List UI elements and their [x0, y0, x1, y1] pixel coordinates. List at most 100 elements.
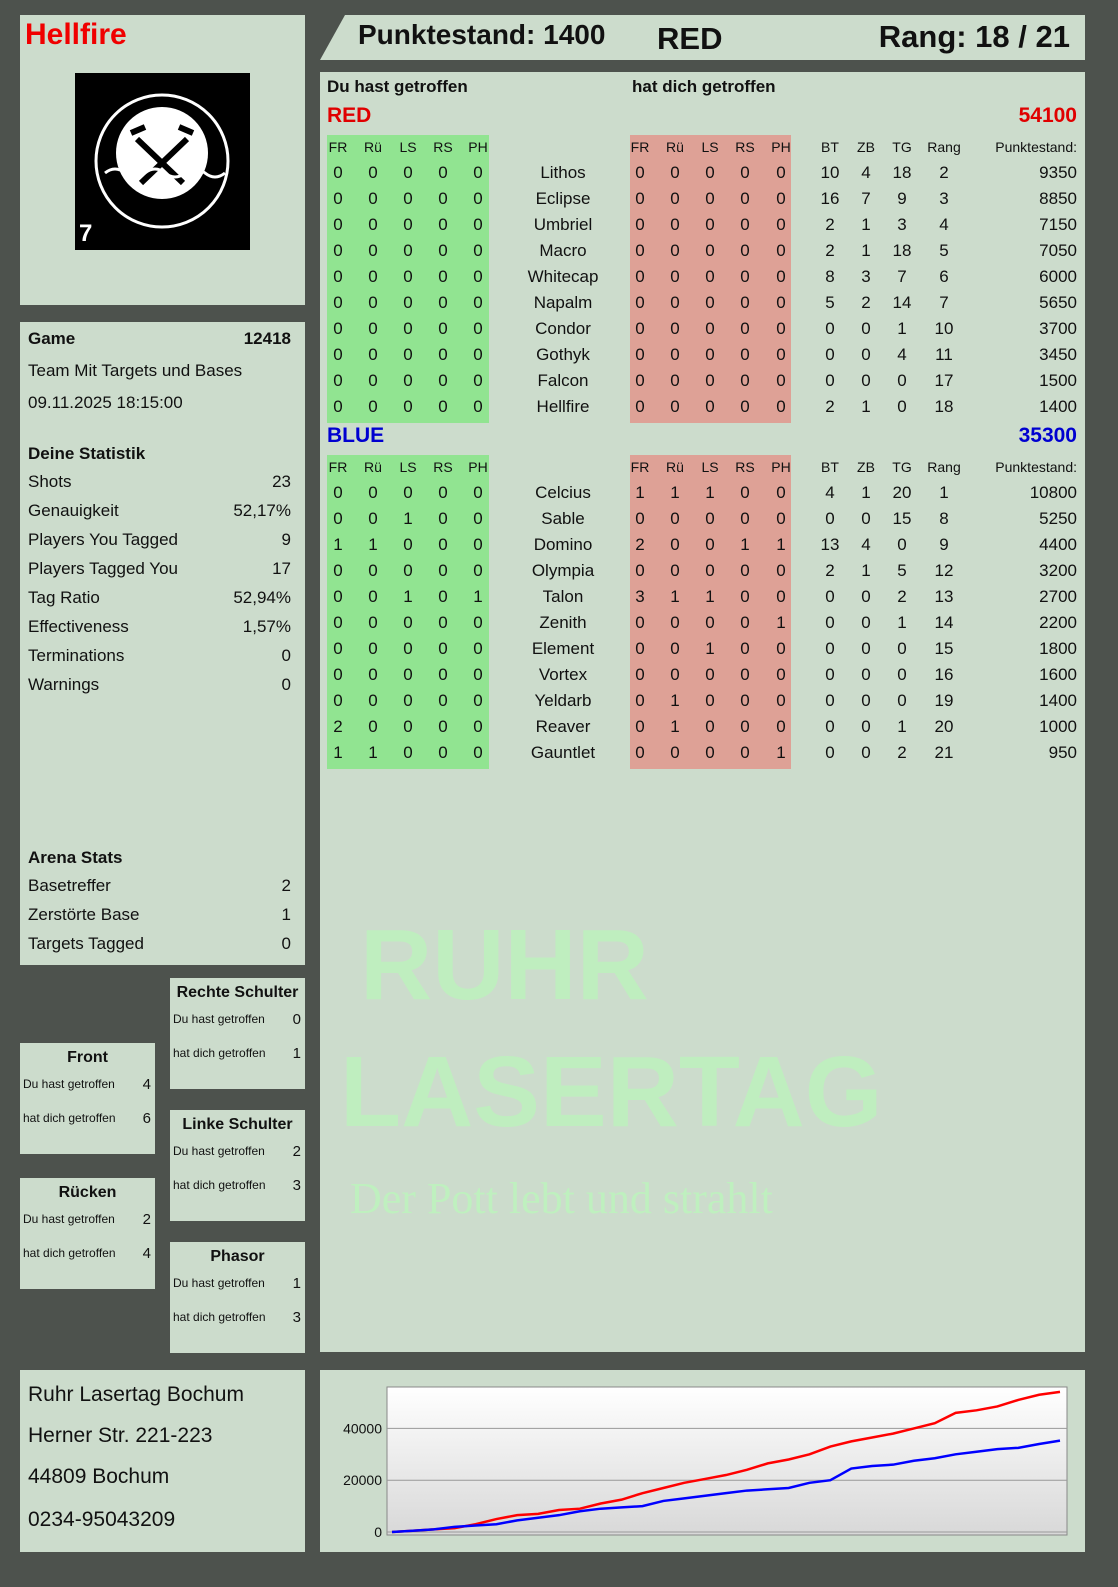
rank-label: Rang: 18 / 21 [878, 19, 1070, 54]
you-hit-cell: 0 [368, 691, 378, 710]
stat-cell: 7 [897, 267, 907, 286]
arena-title: Arena Stats [28, 848, 123, 867]
you-hit-cell: 0 [473, 509, 483, 528]
stat-cell: 2 [861, 293, 871, 312]
hit-you-cell: 0 [635, 371, 645, 390]
zone-you-hit-label: Du hast getroffen [173, 1276, 265, 1290]
you-hit-cell: 0 [438, 293, 448, 312]
stat-cell: 17 [934, 371, 954, 390]
player-name: Olympia [531, 561, 595, 580]
arena-value: 2 [281, 876, 291, 895]
player-score: 8850 [1039, 189, 1077, 208]
zone-hit-you-label: hat dich getroffen [173, 1310, 266, 1324]
hit-you-cell: 0 [705, 691, 715, 710]
team-name: RED [327, 104, 372, 127]
player-score: 7150 [1039, 215, 1077, 234]
hit-you-cell: 0 [776, 483, 786, 502]
zone-you-hit-value: 2 [142, 1211, 151, 1228]
player-name: Condor [535, 319, 591, 338]
player-name: Gothyk [536, 345, 590, 364]
you-hit-cell: 1 [333, 535, 343, 554]
column-header: LS [701, 459, 719, 475]
column-header: PH [771, 459, 791, 475]
hit-you-cell: 0 [670, 613, 680, 632]
you-hit-cell: 0 [438, 241, 448, 260]
player-name: Whitecap [527, 267, 599, 286]
you-hit-cell: 0 [438, 561, 448, 580]
player-name: Hellfire [25, 18, 127, 51]
you-hit-cell: 0 [368, 561, 378, 580]
hit-you-cell: 0 [635, 717, 645, 736]
game-datetime: 09.11.2025 18:15:00 [28, 393, 183, 412]
player-name: Reaver [535, 717, 591, 736]
you-hit-cell: 0 [438, 163, 448, 182]
you-hit-cell: 0 [438, 639, 448, 658]
player-name: Celcius [535, 483, 591, 502]
you-hit-cell: 0 [438, 717, 448, 736]
svg-text:7: 7 [79, 220, 92, 247]
score-chart: 0 20000 40000 [343, 1386, 1068, 1540]
hit-you-cell: 2 [635, 535, 645, 554]
column-header: Rang [927, 459, 961, 475]
hit-you-cell: 0 [776, 639, 786, 658]
stat-label: Tag Ratio [28, 588, 100, 607]
you-hit-cell: 0 [473, 561, 483, 580]
you-hit-cell: 1 [403, 509, 413, 528]
hit-you-cell: 0 [635, 215, 645, 234]
stat-cell: 16 [820, 189, 840, 208]
stat-cell: 5 [825, 293, 835, 312]
you-hit-cell: 0 [438, 509, 448, 528]
address-panel: Ruhr Lasertag Bochum Herner Str. 221-223… [20, 1370, 305, 1552]
hit-you-cell: 0 [670, 639, 680, 658]
you-hit-cell: 0 [473, 215, 483, 234]
player-score: 9350 [1039, 163, 1077, 182]
zone-title: Linke Schulter [182, 1116, 293, 1133]
column-header: RS [433, 139, 453, 155]
you-hit-band [327, 455, 489, 769]
player-name: Macro [539, 241, 587, 260]
player-name: Umbriel [533, 215, 593, 234]
team-score: 35300 [1018, 424, 1077, 447]
stat-cell: 0 [861, 509, 871, 528]
you-hit-cell: 1 [403, 587, 413, 606]
stat-cell: 0 [897, 535, 907, 554]
hit-you-cell: 0 [776, 267, 786, 286]
you-hit-cell: 0 [438, 397, 448, 416]
stat-cell: 3 [861, 267, 871, 286]
hit-you-cell: 0 [776, 319, 786, 338]
stat-cell: 2 [939, 163, 949, 182]
stat-cell: 4 [861, 535, 871, 554]
stat-cell: 1 [861, 397, 871, 416]
hit-you-cell: 0 [740, 241, 750, 260]
you-hit-cell: 0 [368, 587, 378, 606]
zone-hit-you-label: hat dich getroffen [173, 1046, 266, 1060]
you-hit-cell: 0 [473, 397, 483, 416]
stat-cell: 0 [825, 371, 835, 390]
arena-row: Zerstörte Base 1 [28, 905, 291, 925]
hit-you-cell: 0 [776, 215, 786, 234]
player-name: Lithos [540, 163, 586, 182]
hit-you-cell: 0 [740, 371, 750, 390]
hit-you-cell: 0 [635, 743, 645, 762]
hit-you-cell: 0 [705, 397, 715, 416]
you-hit-cell: 0 [403, 163, 413, 182]
hit-you-cell: 1 [705, 483, 715, 502]
stat-cell: 1 [897, 717, 907, 736]
hit-you-cell: 0 [705, 613, 715, 632]
stat-label: Terminations [28, 646, 125, 665]
hit-you-cell: 0 [670, 267, 680, 286]
hit-you-cell: 0 [740, 665, 750, 684]
you-hit-cell: 0 [473, 241, 483, 260]
column-header: FR [630, 139, 650, 155]
hit-you-cell: 1 [776, 535, 786, 554]
hit-you-cell: 3 [635, 587, 645, 606]
hit-you-cell: 0 [705, 241, 715, 260]
stat-cell: 0 [897, 665, 907, 684]
stat-cell: 1 [861, 483, 871, 502]
column-header: Rü [666, 139, 684, 155]
hit-zone-box: Front Du hast getroffen 4 hat dich getroffe… [20, 1043, 155, 1154]
you-hit-cell: 0 [333, 587, 343, 606]
hit-you-cell: 0 [635, 267, 645, 286]
arena-label: Basetreffer [28, 876, 111, 895]
zone-hit-you-value: 3 [292, 1177, 301, 1194]
